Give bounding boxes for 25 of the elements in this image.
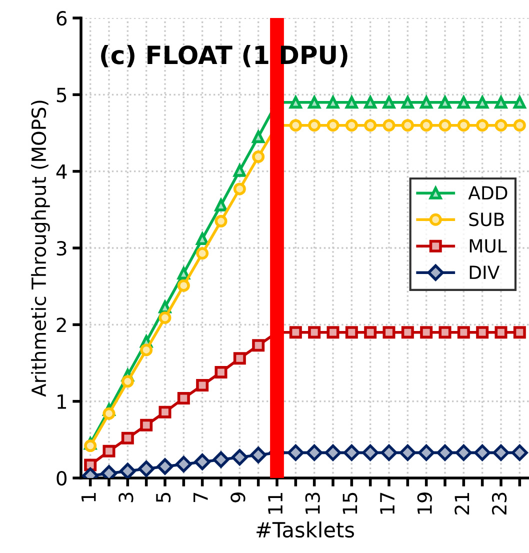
- y-tick-label: 2: [56, 318, 66, 332]
- y-tick-label: 4: [56, 164, 67, 179]
- y-tick-label: 5: [56, 88, 66, 102]
- legend-label: DIV: [470, 266, 500, 279]
- x-tick-label: 21: [454, 492, 470, 515]
- x-tick-label: 5: [156, 492, 171, 502]
- y-tick-label: 1: [58, 394, 66, 409]
- x-tick-label: 13: [305, 492, 320, 514]
- x-tick-label: 23: [492, 492, 507, 515]
- legend-label: SUB: [469, 212, 504, 226]
- x-tick-label: 11: [268, 492, 282, 514]
- y-tick-label: 3: [56, 240, 66, 256]
- x-tick-label: 9: [230, 492, 246, 502]
- x-axis-title: #Tasklets: [256, 521, 354, 538]
- x-tick-label: 19: [417, 492, 432, 514]
- x-tick-label: 17: [380, 492, 394, 514]
- x-tick-label: 1: [82, 492, 96, 502]
- x-tick-label: 7: [194, 492, 208, 502]
- y-tick-label: 6: [56, 10, 67, 26]
- y-tick-label: 0: [56, 470, 67, 486]
- x-tick-label: 15: [342, 492, 358, 514]
- legend-label: ADD: [468, 186, 508, 200]
- legend-label: MUL: [470, 239, 507, 253]
- y-axis-title: Arithmetic Throughput (MOPS): [31, 100, 50, 397]
- x-tick-label: 3: [118, 492, 134, 502]
